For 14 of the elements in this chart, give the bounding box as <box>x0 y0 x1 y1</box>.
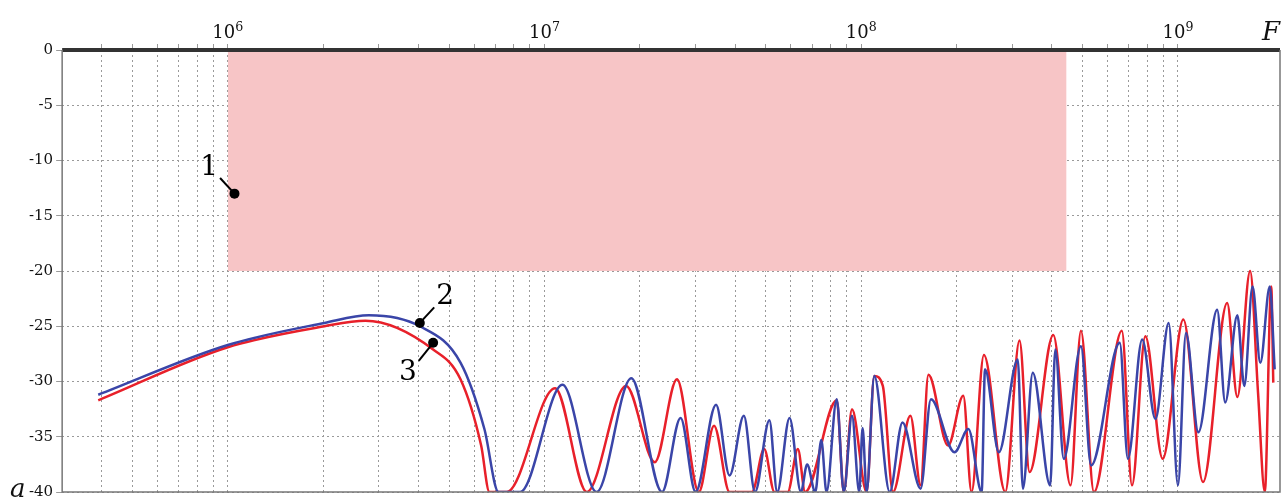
y-tick-label: -10 <box>29 150 54 169</box>
annotation: 1 <box>200 148 219 182</box>
y-tick-label: 0 <box>43 39 54 58</box>
y-tick-label: -30 <box>29 371 54 390</box>
y-tick-label: -25 <box>29 316 54 335</box>
y-axis-title: a <box>10 472 26 503</box>
y-tick-label: -40 <box>29 481 54 500</box>
y-tick-label: -15 <box>29 205 54 224</box>
annotation: 3 <box>398 354 417 388</box>
y-tick-label: -35 <box>29 426 54 445</box>
y-tick-label: -20 <box>29 260 54 279</box>
annotation: 2 <box>436 278 455 312</box>
x-axis-title: F <box>1260 16 1281 46</box>
y-tick-label: -5 <box>38 95 54 114</box>
